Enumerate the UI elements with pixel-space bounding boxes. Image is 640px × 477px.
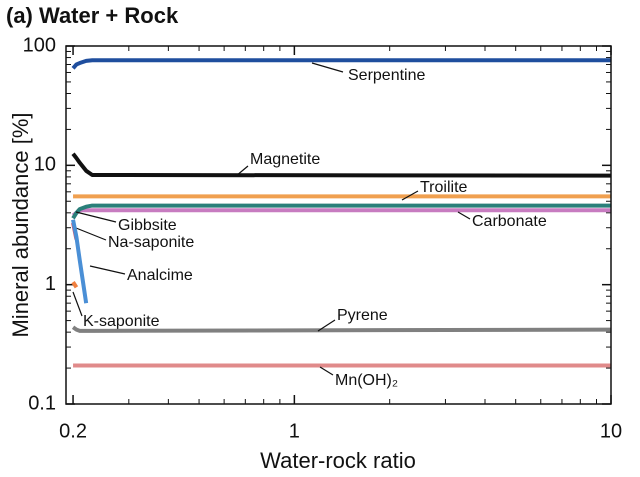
y-axis-label: Mineral abundance [%] [8, 112, 33, 337]
series-label: Na-saponite [108, 234, 194, 251]
series-label: Analcime [127, 267, 193, 284]
label-leader [72, 291, 83, 317]
series-line [71, 281, 79, 289]
label-leader [75, 227, 107, 241]
series-line [71, 152, 612, 178]
series-line [71, 325, 612, 333]
label-leader [235, 165, 249, 177]
x-tick-label: 1 [289, 420, 300, 442]
series-line [71, 203, 611, 220]
label-leader [75, 211, 117, 223]
y-tick-label: 100 [23, 34, 56, 56]
label-leader [401, 190, 419, 201]
series-label: Magnetite [250, 151, 320, 168]
series-label: Serpentine [348, 67, 425, 84]
x-tick-label: 10 [600, 420, 622, 442]
label-leader [89, 265, 126, 275]
series-label: Gibbsite [118, 217, 177, 234]
series-label: Troilite [420, 179, 468, 196]
series-label: Pyrene [337, 307, 388, 324]
y-tick-label: 0.1 [28, 392, 56, 414]
series-label: Mn(OH)₂ [335, 372, 398, 389]
series-label: Carbonate [472, 213, 547, 230]
series-line [71, 58, 611, 70]
label-leader [311, 62, 344, 73]
chart-title: (a) Water + Rock [6, 3, 179, 28]
label-leader [457, 211, 471, 220]
y-tick-label: 1 [45, 273, 56, 295]
x-axis-label: Water-rock ratio [260, 448, 416, 473]
x-tick-label: 0.2 [59, 420, 87, 442]
label-leader [317, 319, 336, 332]
series-line [71, 219, 89, 304]
label-leader [319, 366, 334, 376]
plot-frame [65, 45, 612, 405]
y-tick-label: 10 [34, 154, 56, 176]
series-label: K-saponite [83, 313, 160, 330]
